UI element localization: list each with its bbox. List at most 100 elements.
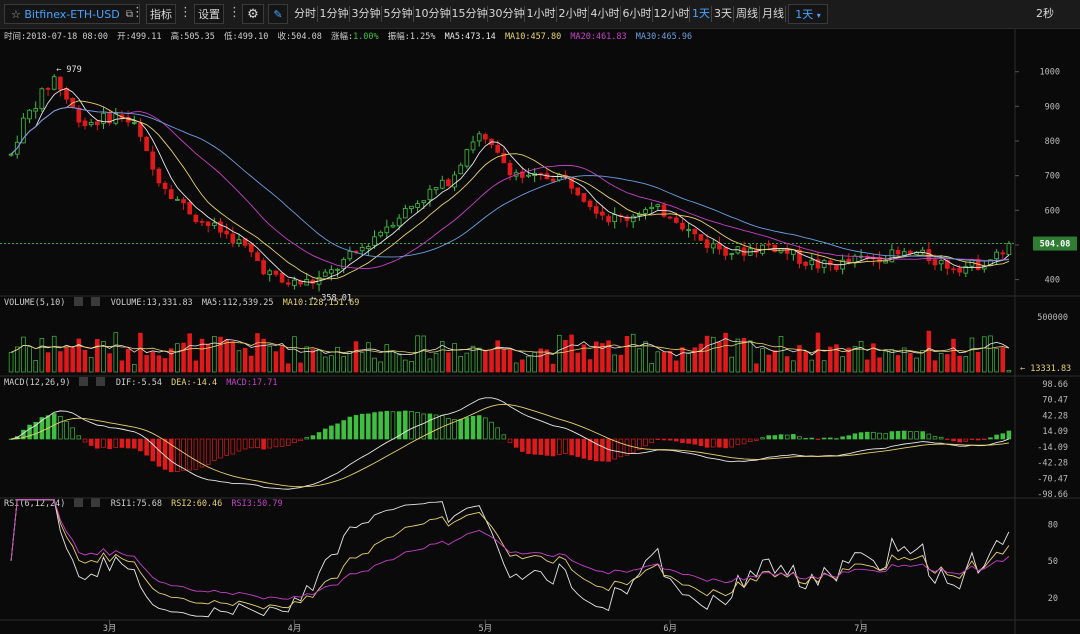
tab-period-8[interactable]: 2小时 <box>558 7 588 20</box>
close-icon[interactable] <box>95 377 105 386</box>
macd-histogram-bar <box>945 438 950 440</box>
tab-period-13[interactable]: 3天 <box>714 7 732 20</box>
volume-bar <box>809 359 815 373</box>
volume-bar <box>224 339 229 373</box>
volume-bar <box>82 349 88 373</box>
volume-bar <box>513 362 519 373</box>
tab-period-14[interactable]: 周线 <box>736 7 758 20</box>
more-icon[interactable]: ⋮ <box>228 5 241 20</box>
macd-histogram-bar <box>520 438 525 452</box>
volume-bar <box>988 335 993 373</box>
volume-bar <box>101 341 106 373</box>
candle-body <box>175 199 180 201</box>
star-icon[interactable]: ☆ <box>11 8 21 21</box>
tab-separator <box>588 6 589 22</box>
volume-bar <box>27 346 32 373</box>
macd-value: MACD:17.71 <box>226 378 278 388</box>
macd-histogram-bar <box>181 438 186 471</box>
macd-histogram-bar <box>156 438 162 467</box>
settings-icon[interactable] <box>73 498 83 507</box>
tab-period-6[interactable]: 30分钟 <box>488 7 525 20</box>
candle-body <box>181 199 186 204</box>
volume-bar <box>76 338 82 373</box>
tab-period-15[interactable]: 月线 <box>762 7 784 20</box>
macd-histogram-bar <box>144 438 149 456</box>
macd-histogram-bar <box>396 411 402 440</box>
macd-histogram-bar <box>132 438 137 449</box>
settings-button[interactable]: 设置 <box>194 4 224 24</box>
macd-histogram-bar <box>692 438 698 445</box>
rsi-legend: RSI(6,12,24) RSI1:75.68 RSI2:60.46 RSI3:… <box>4 498 283 509</box>
gear-icon[interactable]: ⚙ <box>242 4 264 24</box>
macd-histogram-bar <box>378 411 383 440</box>
candle-body <box>797 249 802 264</box>
candle-body <box>230 233 236 244</box>
draw-tool-icon[interactable]: ✎ <box>268 4 288 24</box>
indicators-button[interactable]: 指标 <box>146 4 176 24</box>
macd-histogram-bar <box>119 438 125 448</box>
fullscreen-icon[interactable]: ⧉ <box>125 9 133 20</box>
volume-bar <box>846 347 852 373</box>
macd-histogram-bar <box>322 428 328 440</box>
ma10-line <box>10 100 1010 280</box>
volume-bar <box>593 341 599 373</box>
macd-histogram-bar <box>285 438 291 446</box>
candle-body <box>193 214 199 223</box>
high-annotation: ← 979 <box>56 65 82 75</box>
volume-bar <box>575 352 581 373</box>
tab-period-9[interactable]: 4小时 <box>590 7 620 20</box>
macd-histogram-bar <box>649 438 654 443</box>
tab-period-4[interactable]: 10分钟 <box>414 7 451 20</box>
tab-period-12[interactable]: 1天 <box>692 7 710 20</box>
x-axis-label: 4月 <box>288 624 302 634</box>
volume-bar <box>335 346 340 373</box>
volume-bar <box>704 335 710 373</box>
symbol-selector[interactable]: ☆ Bitfinex-ETH-USD ⧉ <box>4 4 140 24</box>
tab-period-3[interactable]: 5分钟 <box>383 7 413 20</box>
candle-body <box>341 258 347 269</box>
period-dropdown[interactable]: 1天 ▾ <box>788 4 828 24</box>
settings-icon[interactable] <box>73 297 83 306</box>
volume-bar <box>14 346 20 373</box>
more-icon[interactable]: ⋮ <box>179 5 192 20</box>
x-axis-label: 7月 <box>854 624 868 634</box>
close-icon[interactable] <box>90 297 100 306</box>
volume-bar <box>717 341 722 373</box>
tab-period-11[interactable]: 12小时 <box>653 7 690 20</box>
macd-histogram-bar <box>341 420 346 440</box>
macd-histogram-bar <box>766 435 771 440</box>
volume-bar <box>255 333 260 373</box>
tab-period-10[interactable]: 6小时 <box>622 7 652 20</box>
volume-bar <box>698 343 704 373</box>
tab-period-1[interactable]: 1分钟 <box>319 7 349 20</box>
close-icon[interactable] <box>90 498 100 507</box>
volume-bar <box>144 355 149 373</box>
macd-histogram-bar <box>476 415 482 440</box>
macd-tick-label: -42.28 <box>1037 459 1068 469</box>
rsi3-line <box>10 499 1010 600</box>
chart-area[interactable]: 1000900800700600500400504.08← 979← 358.0… <box>0 28 1080 634</box>
volume-bar <box>162 358 168 373</box>
volume-bar <box>581 344 587 373</box>
volume-bar <box>267 345 273 373</box>
tab-period-5[interactable]: 15分钟 <box>451 7 488 20</box>
macd-histogram-bar <box>883 433 888 440</box>
volume-bar <box>242 347 248 373</box>
volume-bar <box>199 338 205 373</box>
macd-histogram-bar <box>372 412 377 440</box>
macd-histogram-bar <box>464 417 470 440</box>
macd-histogram-bar <box>64 421 69 440</box>
tab-period-7[interactable]: 1小时 <box>526 7 556 20</box>
candle-body <box>834 264 839 270</box>
tab-separator <box>733 6 734 22</box>
settings-icon[interactable] <box>78 377 88 386</box>
candle-body <box>88 122 94 126</box>
macd-histogram-bar <box>390 411 396 440</box>
candle-body <box>322 271 328 277</box>
candle-body <box>212 222 217 226</box>
tab-period-2[interactable]: 3分钟 <box>351 7 381 20</box>
more-icon[interactable]: ⋮ <box>131 5 144 20</box>
macd-tick-label: 14.09 <box>1042 427 1068 437</box>
tab-period-0[interactable]: 分时 <box>294 7 316 20</box>
candle-body <box>273 270 279 275</box>
